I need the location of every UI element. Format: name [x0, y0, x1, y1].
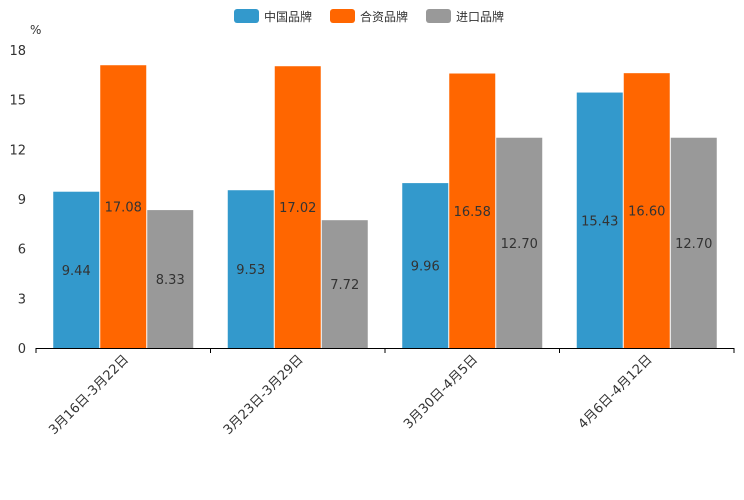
data-label-1-2: 9.53 — [236, 263, 265, 278]
bar-2-4[interactable] — [623, 73, 670, 348]
y-tick-label: 6 — [18, 243, 26, 258]
legend-label-3[interactable]: 进口品牌 — [456, 10, 504, 24]
bar-3-1[interactable] — [147, 210, 194, 348]
bar-1-1[interactable] — [53, 191, 100, 348]
bar-1-4[interactable] — [576, 92, 623, 348]
legend-label-1[interactable]: 中国品牌 — [264, 9, 312, 24]
data-label-1-3: 9.96 — [411, 260, 440, 275]
bar-2-2[interactable] — [274, 66, 321, 349]
data-label-1-4: 15.43 — [581, 214, 618, 229]
y-axis-unit-label: % — [30, 23, 41, 37]
bar-3-3[interactable] — [496, 137, 543, 348]
bar-3-2[interactable] — [321, 220, 368, 348]
bars: 9.44 17.08 8.33 9.53 17.02 7.72 9.96 16.58 12.70… — [53, 65, 717, 349]
legend-swatch-3[interactable] — [426, 9, 451, 23]
y-tick-label: 9 — [18, 193, 26, 208]
y-tick-label: 15 — [9, 94, 26, 109]
bar-1-2[interactable] — [227, 190, 274, 348]
legend-label-2[interactable]: 合资品牌 — [360, 9, 408, 24]
x-category-label-1: 3月16日-3月22日 — [46, 352, 132, 438]
legend-swatch-2[interactable] — [330, 9, 355, 23]
y-tick-label: 12 — [9, 143, 26, 158]
y-axis: 0 3 6 9 12 15 18 — [9, 44, 26, 357]
x-category-label-3: 3月30日-4月5日 — [401, 352, 481, 432]
data-label-3-2: 7.72 — [330, 278, 359, 293]
data-label-2-3: 16.58 — [454, 205, 491, 220]
bar-2-1[interactable] — [100, 65, 147, 348]
data-label-3-4: 12.70 — [675, 237, 712, 252]
data-label-2-1: 17.08 — [105, 201, 142, 216]
bar-2-3[interactable] — [449, 73, 496, 349]
data-label-3-3: 12.70 — [501, 237, 538, 252]
data-label-2-2: 17.02 — [279, 201, 316, 216]
x-category-label-4: 4月6日-4月12日 — [576, 352, 656, 432]
legend-swatch-1[interactable] — [234, 9, 259, 23]
bar-3-4[interactable] — [670, 137, 717, 348]
y-tick-label: 18 — [9, 44, 26, 59]
legend[interactable]: 中国品牌 合资品牌 进口品牌 — [234, 9, 504, 24]
x-axis: 3月16日-3月22日 3月23日-3月29日 3月30日-4月5日 4月6日-4月1… — [35, 348, 735, 438]
y-tick-label: 3 — [18, 292, 26, 307]
y-tick-label: 0 — [18, 342, 26, 357]
data-label-2-4: 16.60 — [628, 205, 665, 220]
data-label-1-1: 9.44 — [62, 264, 91, 279]
data-label-3-1: 8.33 — [156, 273, 185, 288]
bar-1-3[interactable] — [402, 183, 449, 348]
x-category-label-2: 3月23日-3月29日 — [221, 352, 307, 438]
